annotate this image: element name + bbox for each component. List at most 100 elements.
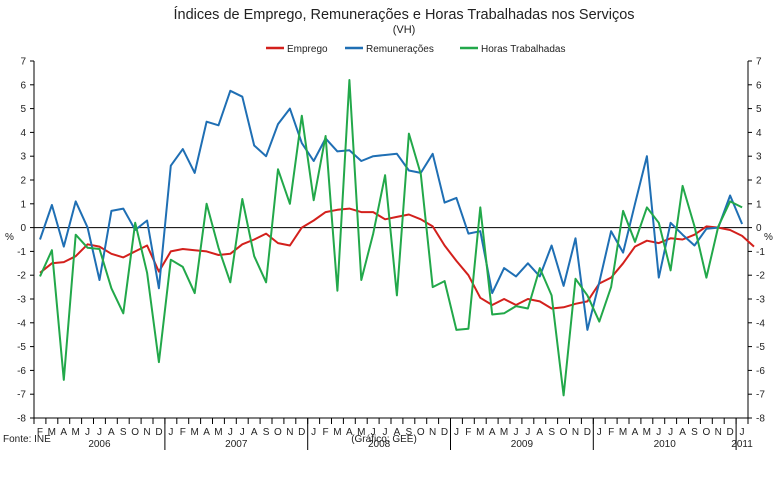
y-tick-label-right: 6 (756, 80, 762, 91)
month-label: N (286, 427, 293, 438)
series-lines (39, 79, 755, 397)
y-tick-label-left: -7 (17, 390, 26, 401)
y-tick-label-right: 4 (756, 128, 762, 139)
month-label: N (715, 427, 722, 438)
month-label: F (608, 427, 614, 438)
month-label: O (131, 427, 139, 438)
month-label: F (37, 427, 43, 438)
month-label: S (548, 427, 555, 438)
y-tick-label-left: 3 (20, 152, 26, 163)
y-tick-label-right: -1 (756, 247, 765, 258)
month-label: A (251, 427, 258, 438)
series-line-1 (39, 89, 744, 331)
month-label: O (417, 427, 425, 438)
y-tick-label-left: -3 (17, 295, 26, 306)
y-tick-label-right: -5 (756, 342, 765, 353)
month-label: J (228, 427, 233, 438)
month-label: J (668, 427, 673, 438)
y-tick-label-left: 1 (20, 199, 26, 210)
series-line-0 (39, 207, 755, 310)
month-label: O (560, 427, 568, 438)
month-label: O (274, 427, 282, 438)
month-label: F (465, 427, 471, 438)
month-label: J (371, 427, 376, 438)
month-label: A (203, 427, 210, 438)
month-label: J (525, 427, 530, 438)
legend-label-0: Emprego (287, 44, 328, 55)
month-label: M (71, 427, 79, 438)
month-label: A (60, 427, 67, 438)
y-tick-label-right: -7 (756, 390, 765, 401)
month-label: D (727, 427, 734, 438)
year-label: 2011 (731, 439, 753, 450)
y-tick-label-left: -8 (17, 414, 26, 425)
y-tick-label-right: 5 (756, 104, 762, 115)
month-label: J (85, 427, 90, 438)
month-label: J (311, 427, 316, 438)
month-label: A (632, 427, 639, 438)
month-label: M (214, 427, 222, 438)
year-label: 2010 (654, 439, 677, 450)
month-label: J (740, 427, 745, 438)
y-tick-label-right: -8 (756, 414, 765, 425)
legend: Emprego Remunerações Horas Trabalhadas (266, 44, 566, 55)
month-label: F (180, 427, 186, 438)
y-tick-label-left: 2 (20, 176, 26, 187)
y-tick-label-right: 1 (756, 199, 762, 210)
month-label: A (108, 427, 115, 438)
y-tick-label-left: 6 (20, 80, 26, 91)
y-tick-label-right: -2 (756, 271, 765, 282)
month-label: J (656, 427, 661, 438)
y-tick-label-left: -2 (17, 271, 26, 282)
year-label: 2007 (225, 439, 248, 450)
y-ticks: 7 7 6 6 5 5 4 4 3 3 2 2 1 1 0 0 -1 -1 -2 -2 -3 -3 -4 -4 -5 -5 -6 -6… (17, 57, 765, 425)
chart-credit: (Gráfico: GEE) (351, 434, 417, 445)
year-label: 2009 (511, 439, 534, 450)
month-label: D (155, 427, 162, 438)
month-label: A (489, 427, 496, 438)
y-tick-label-right: 2 (756, 176, 762, 187)
month-label: A (346, 427, 353, 438)
y-tick-label-left: 5 (20, 104, 26, 115)
y-tick-label-left: -4 (17, 318, 26, 329)
month-label: M (619, 427, 627, 438)
month-label: J (513, 427, 518, 438)
y-tick-label-right: 7 (756, 57, 762, 68)
source-note: Fonte: INE (3, 434, 51, 445)
month-label: F (322, 427, 328, 438)
y-tick-label-left: -5 (17, 342, 26, 353)
month-label: M (333, 427, 341, 438)
y-axis-label-right: % (764, 232, 773, 243)
year-label: 2008 (368, 439, 391, 450)
month-label: D (441, 427, 448, 438)
y-axis-label-left: % (5, 232, 14, 243)
plot-area: 7 7 6 6 5 5 4 4 3 3 2 2 1 1 0 0 -1 -1 -2 -2 -3 -3 -4 -4 -5 -5 -6 -6… (17, 57, 765, 450)
month-label: D (298, 427, 305, 438)
month-label: J (240, 427, 245, 438)
month-label: N (572, 427, 579, 438)
month-label: M (643, 427, 651, 438)
y-tick-label-right: -3 (756, 295, 765, 306)
y-tick-label-right: 0 (756, 223, 762, 234)
chart-title: Índices de Emprego, Remunerações e Horas… (173, 6, 634, 23)
month-label: J (97, 427, 102, 438)
month-label: D (584, 427, 591, 438)
legend-label-2: Horas Trabalhadas (481, 44, 566, 55)
y-tick-label-left: 7 (20, 57, 26, 68)
y-tick-label-left: 0 (20, 223, 26, 234)
month-label: J (168, 427, 173, 438)
legend-label-1: Remunerações (366, 44, 434, 55)
month-label: A (679, 427, 686, 438)
month-label: N (429, 427, 436, 438)
month-label: S (263, 427, 270, 438)
month-label: J (454, 427, 459, 438)
month-label: M (357, 427, 365, 438)
month-label: M (476, 427, 484, 438)
month-label: A (394, 427, 401, 438)
month-label: M (48, 427, 56, 438)
y-tick-label-right: 3 (756, 152, 762, 163)
month-label: J (597, 427, 602, 438)
month-label: J (383, 427, 388, 438)
